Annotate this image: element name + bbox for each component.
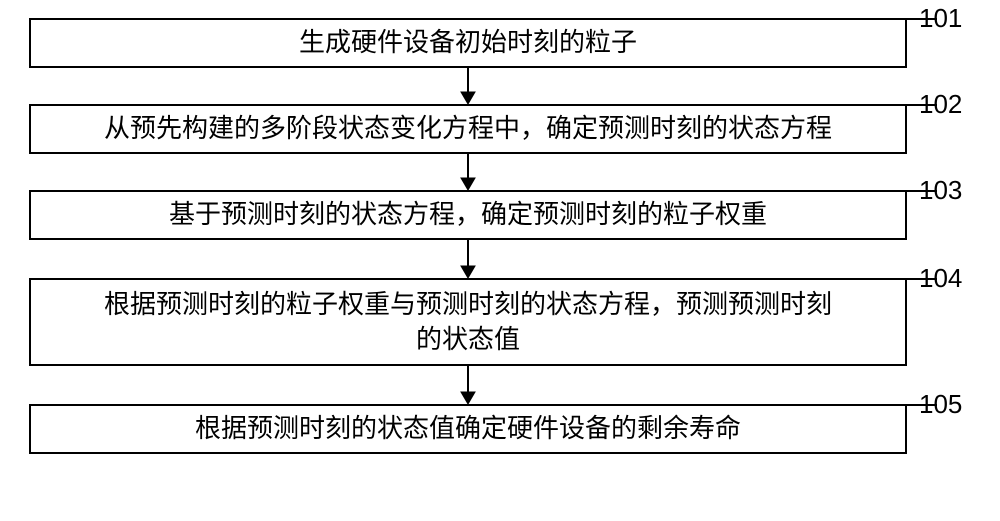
- flowchart-container: 生成硬件设备初始时刻的粒子101从预先构建的多阶段状态变化方程中，确定预测时刻的…: [0, 0, 1000, 521]
- label-connector: [907, 18, 937, 20]
- step-text: 根据预测时刻的粒子权重与预测时刻的状态方程，预测预测时刻 的状态值: [104, 287, 832, 357]
- step-text: 从预先构建的多阶段状态变化方程中，确定预测时刻的状态方程: [104, 111, 832, 146]
- step-box-101: 生成硬件设备初始时刻的粒子: [29, 18, 907, 68]
- arrow-down-icon: [458, 154, 478, 190]
- arrow-down-icon: [458, 366, 478, 404]
- step-box-102: 从预先构建的多阶段状态变化方程中，确定预测时刻的状态方程: [29, 104, 907, 154]
- step-box-103: 基于预测时刻的状态方程，确定预测时刻的粒子权重: [29, 190, 907, 240]
- arrow-down-icon: [458, 240, 478, 278]
- step-box-105: 根据预测时刻的状态值确定硬件设备的剩余寿命: [29, 404, 907, 454]
- step-text: 根据预测时刻的状态值确定硬件设备的剩余寿命: [195, 411, 741, 446]
- label-connector: [907, 404, 937, 406]
- arrow-down-icon: [458, 68, 478, 104]
- label-connector: [907, 278, 937, 280]
- label-connector: [907, 104, 937, 106]
- step-box-104: 根据预测时刻的粒子权重与预测时刻的状态方程，预测预测时刻 的状态值: [29, 278, 907, 366]
- label-connector: [907, 190, 937, 192]
- step-text: 基于预测时刻的状态方程，确定预测时刻的粒子权重: [169, 197, 767, 232]
- step-text: 生成硬件设备初始时刻的粒子: [299, 25, 637, 60]
